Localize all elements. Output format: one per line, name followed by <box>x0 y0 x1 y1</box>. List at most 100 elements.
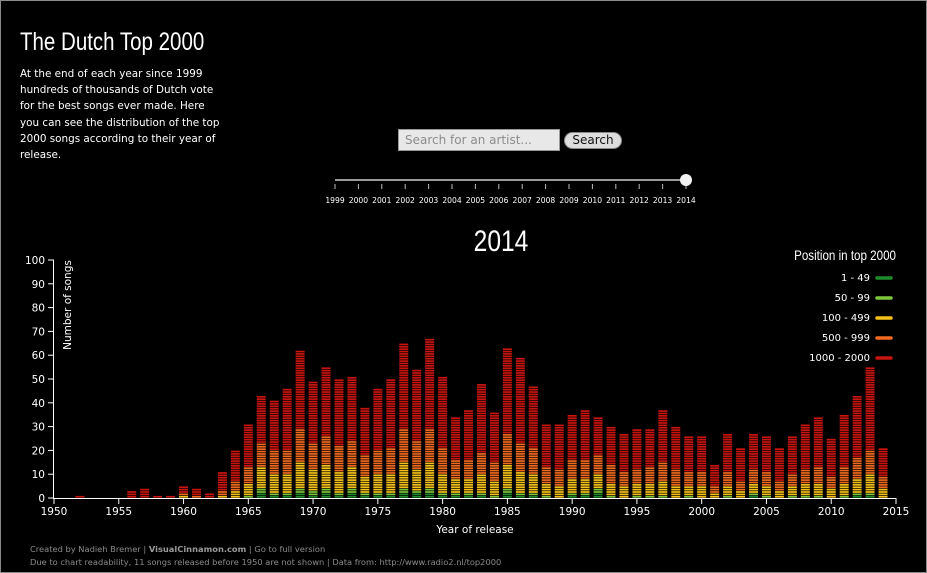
bar-1969[interactable] <box>295 350 305 498</box>
bar-1987[interactable] <box>528 386 538 498</box>
song-unit <box>606 474 616 477</box>
slider-year-2012[interactable]: 2012 <box>630 196 649 205</box>
bar-1973[interactable] <box>347 376 357 498</box>
bar-1985[interactable] <box>502 348 512 498</box>
slider-year-2010[interactable]: 2010 <box>583 196 602 205</box>
song-unit <box>438 457 448 460</box>
bar-1965[interactable] <box>243 424 253 498</box>
bar-1961[interactable] <box>191 488 201 498</box>
slider-year-2005[interactable]: 2005 <box>466 196 485 205</box>
bar-1977[interactable] <box>399 343 409 498</box>
slider-year-2004[interactable]: 2004 <box>442 196 461 205</box>
slider-year-2013[interactable]: 2013 <box>653 196 672 205</box>
y-tick-label: 80 <box>32 303 45 315</box>
bar-2012[interactable] <box>852 395 862 498</box>
bar-1994[interactable] <box>619 434 629 498</box>
bar-1970[interactable] <box>308 381 318 498</box>
bar-2004[interactable] <box>749 434 759 498</box>
song-unit <box>515 441 525 443</box>
slider-year-2014[interactable]: 2014 <box>676 196 695 205</box>
bar-1984[interactable] <box>489 412 499 498</box>
slider-year-2009[interactable]: 2009 <box>559 196 578 205</box>
slider-year-2006[interactable]: 2006 <box>489 196 508 205</box>
slider-year-2003[interactable]: 2003 <box>419 196 438 205</box>
song-unit <box>295 393 305 396</box>
bar-1995[interactable] <box>632 429 642 498</box>
bar-1968[interactable] <box>282 388 292 498</box>
bar-1962[interactable] <box>204 493 214 498</box>
bar-1959[interactable] <box>166 495 176 498</box>
bar-1996[interactable] <box>645 429 655 498</box>
song-unit <box>334 386 344 389</box>
bar-2003[interactable] <box>736 448 746 498</box>
bar-1992[interactable] <box>593 417 603 498</box>
song-unit <box>412 369 422 372</box>
bar-1998[interactable] <box>671 426 681 498</box>
year-slider[interactable]: 1999 2000 2001 2002 2003 2004 2005 2006 2007 2008… <box>325 174 696 205</box>
song-unit <box>347 436 357 439</box>
bar-2007[interactable] <box>787 436 797 498</box>
artist-search-input[interactable] <box>398 129 560 151</box>
slider-year-2001[interactable]: 2001 <box>372 196 391 205</box>
bar-1975[interactable] <box>373 388 383 498</box>
x-tick-label: 1955 <box>105 506 132 518</box>
bar-1988[interactable] <box>541 424 551 498</box>
bar-2001[interactable] <box>710 464 720 498</box>
bar-2000[interactable] <box>697 436 707 498</box>
bar-1972[interactable] <box>334 379 344 498</box>
bar-1971[interactable] <box>321 367 331 498</box>
bar-1967[interactable] <box>269 400 279 498</box>
site-link[interactable]: VisualCinnamon.com <box>148 544 247 554</box>
slider-year-2002[interactable]: 2002 <box>396 196 415 205</box>
bar-2011[interactable] <box>839 415 849 498</box>
song-unit <box>580 443 590 446</box>
song-unit <box>826 469 836 472</box>
bar-1960[interactable] <box>179 486 189 498</box>
song-unit <box>489 462 499 465</box>
bar-2013[interactable] <box>865 367 875 498</box>
bar-1966[interactable] <box>256 395 266 498</box>
full-version-link[interactable]: | Go to full version <box>246 544 326 554</box>
bar-1999[interactable] <box>684 436 694 498</box>
bar-1983[interactable] <box>476 384 486 498</box>
bar-2008[interactable] <box>800 424 810 498</box>
bar-1989[interactable] <box>554 424 564 498</box>
slider-handle[interactable] <box>680 174 692 186</box>
search-button[interactable]: Search <box>564 132 622 149</box>
bar-1963[interactable] <box>217 472 227 498</box>
song-unit <box>813 419 823 422</box>
slider-year-2008[interactable]: 2008 <box>536 196 555 205</box>
bar-2005[interactable] <box>761 436 771 498</box>
bar-1958[interactable] <box>153 495 163 498</box>
bar-1993[interactable] <box>606 426 616 498</box>
bar-1957[interactable] <box>140 488 150 498</box>
slider-year-1999[interactable]: 1999 <box>325 196 344 205</box>
song-unit <box>580 429 590 431</box>
bar-2010[interactable] <box>826 438 836 498</box>
bar-2006[interactable] <box>774 448 784 498</box>
song-unit <box>295 495 305 498</box>
bar-1964[interactable] <box>230 450 240 498</box>
bar-2009[interactable] <box>813 417 823 498</box>
bar-1986[interactable] <box>515 357 525 498</box>
bar-1981[interactable] <box>451 417 461 498</box>
slider-year-2000[interactable]: 2000 <box>349 196 368 205</box>
song-unit <box>697 443 707 446</box>
bar-1980[interactable] <box>438 376 448 498</box>
bar-1956[interactable] <box>127 491 137 498</box>
bar-1991[interactable] <box>580 410 590 498</box>
bar-1952[interactable] <box>75 495 85 498</box>
song-unit <box>399 412 409 415</box>
bar-1982[interactable] <box>464 410 474 498</box>
bar-1979[interactable] <box>425 338 435 498</box>
bar-2014[interactable] <box>878 448 888 498</box>
slider-year-2011[interactable]: 2011 <box>606 196 625 205</box>
bar-1978[interactable] <box>412 369 422 498</box>
bar-1997[interactable] <box>658 410 668 498</box>
bar-1976[interactable] <box>386 379 396 498</box>
bar-2002[interactable] <box>723 434 733 498</box>
bar-1974[interactable] <box>360 407 370 498</box>
song-unit <box>230 464 240 467</box>
bar-1990[interactable] <box>567 415 577 498</box>
slider-year-2007[interactable]: 2007 <box>513 196 532 205</box>
